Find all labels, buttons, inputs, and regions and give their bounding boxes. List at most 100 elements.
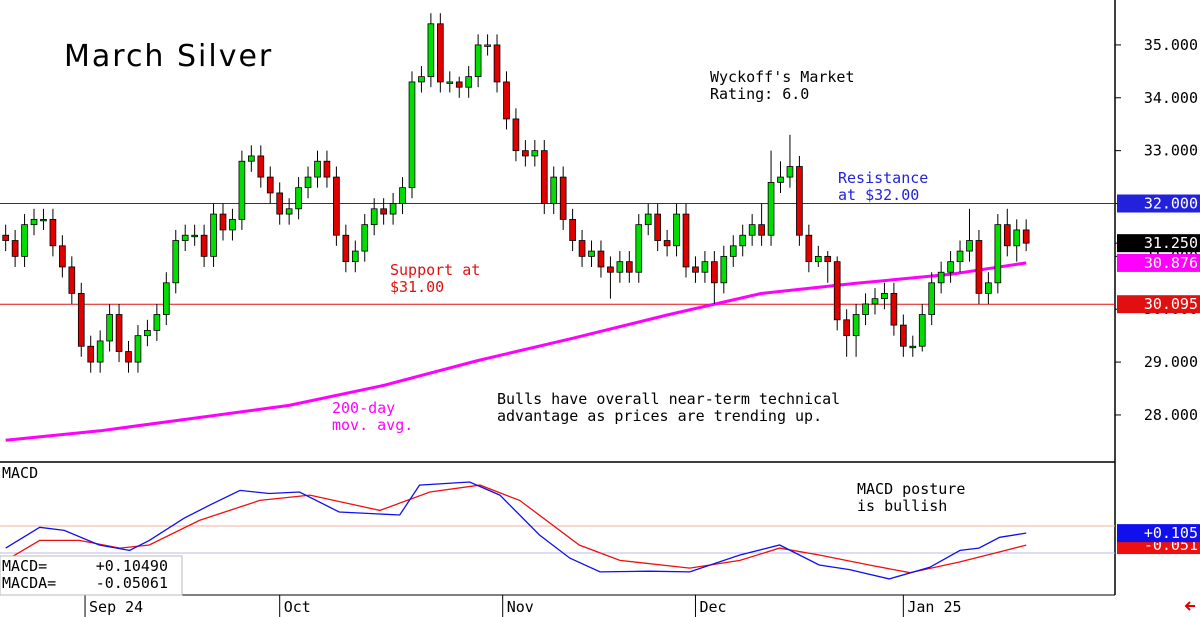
candle-body bbox=[956, 250, 964, 263]
candle-body bbox=[739, 234, 747, 247]
candle-body bbox=[465, 76, 473, 88]
candle-body bbox=[314, 160, 321, 178]
candle-body bbox=[607, 266, 614, 273]
candle-body bbox=[446, 81, 454, 84]
candle-body bbox=[522, 150, 529, 157]
candle-body bbox=[106, 314, 113, 342]
candle-body bbox=[229, 218, 236, 231]
candle-body bbox=[266, 176, 274, 194]
candle-body bbox=[389, 203, 397, 215]
macd-title: MACD bbox=[2, 464, 38, 482]
annotation-line: Rating: 6.0 bbox=[710, 85, 809, 103]
candle-body bbox=[862, 303, 869, 315]
level-label: 30.095 bbox=[1144, 295, 1198, 313]
candle-body bbox=[673, 213, 680, 247]
candle-body bbox=[692, 266, 699, 273]
level-label: 32.000 bbox=[1144, 195, 1198, 213]
candle-body bbox=[994, 224, 1002, 284]
annotation-line: is bullish bbox=[857, 497, 947, 515]
candle-body bbox=[569, 218, 576, 241]
candle-body bbox=[900, 324, 907, 347]
candle-body bbox=[68, 266, 76, 294]
candle-body bbox=[918, 314, 926, 347]
legend-box bbox=[0, 555, 183, 596]
candle-body bbox=[40, 218, 47, 222]
candle-body bbox=[729, 245, 737, 257]
candle-body bbox=[503, 81, 510, 120]
annotation-line: Resistance bbox=[838, 169, 928, 187]
candle-body bbox=[77, 292, 85, 347]
macd-box bbox=[1117, 524, 1200, 543]
candle-body bbox=[493, 44, 501, 83]
candle-body bbox=[11, 240, 19, 257]
y-tick-label: 35.000 bbox=[1144, 36, 1198, 54]
candle-body bbox=[550, 176, 558, 204]
candle-body bbox=[115, 314, 123, 352]
candle-body bbox=[437, 23, 444, 83]
x-tick-label: Oct bbox=[284, 598, 311, 616]
y-tick-label: 33.000 bbox=[1144, 142, 1198, 160]
candle-body bbox=[219, 213, 227, 231]
candle-body bbox=[711, 261, 718, 284]
candle-body bbox=[824, 255, 832, 263]
candle-body bbox=[843, 319, 850, 337]
candle-body bbox=[87, 345, 95, 363]
annotation: Resistance at $32.00 bbox=[838, 169, 928, 204]
candle-body bbox=[134, 335, 142, 363]
candle-body bbox=[871, 298, 879, 305]
candle-body bbox=[1013, 229, 1021, 247]
last-close-label: 31.250 bbox=[1144, 234, 1198, 252]
candle-body bbox=[455, 81, 463, 88]
candle-body bbox=[323, 160, 331, 178]
candle-body bbox=[975, 240, 983, 294]
annotation-line: MACD posture bbox=[857, 480, 965, 498]
candle-body bbox=[616, 261, 624, 273]
candle-body bbox=[361, 224, 369, 252]
y-tick-label: 29.000 bbox=[1144, 353, 1198, 371]
candle-body bbox=[342, 234, 350, 263]
level-box bbox=[1117, 295, 1200, 314]
candle-body bbox=[947, 261, 954, 273]
candle-body bbox=[257, 155, 265, 178]
candle-body bbox=[833, 261, 841, 321]
candle-body bbox=[248, 155, 255, 162]
candle-body bbox=[418, 76, 425, 83]
annotation: MACD posture is bullish bbox=[857, 480, 965, 515]
annotation: Support at $31.00 bbox=[390, 261, 480, 296]
annotation-line: advantage as prices are trending up. bbox=[497, 407, 822, 425]
candle-body bbox=[125, 351, 132, 363]
candle-body bbox=[767, 181, 775, 236]
candle-body bbox=[625, 261, 633, 273]
legend-name: MACD= bbox=[2, 557, 47, 575]
macd-line bbox=[5, 481, 1027, 580]
candle-body bbox=[200, 234, 208, 257]
candle-body bbox=[153, 314, 161, 331]
candle-body bbox=[559, 176, 567, 220]
candle-body bbox=[937, 271, 945, 284]
candle-body bbox=[512, 118, 520, 152]
annotation-line: $31.00 bbox=[390, 278, 444, 296]
candle-body bbox=[1022, 229, 1030, 244]
candle-body bbox=[474, 44, 482, 78]
annotation-line: at $32.00 bbox=[838, 186, 919, 204]
candle-body bbox=[748, 224, 756, 236]
candle-body bbox=[181, 234, 189, 241]
candle-body bbox=[399, 187, 406, 204]
candle-body bbox=[276, 192, 284, 215]
ma-box bbox=[1117, 253, 1200, 272]
legend-value: -0.05061 bbox=[96, 574, 168, 592]
candle-body bbox=[985, 282, 992, 294]
candle-body bbox=[191, 234, 198, 238]
candle-body bbox=[484, 44, 491, 47]
candle-body bbox=[285, 208, 293, 215]
candle-body bbox=[758, 224, 765, 236]
candle-body bbox=[59, 245, 66, 268]
candle-body bbox=[796, 166, 803, 236]
y-tick-label: 34.000 bbox=[1144, 89, 1198, 107]
candle-body bbox=[654, 213, 661, 241]
annotation: Bulls have overall near-term technical ad… bbox=[497, 390, 840, 425]
scroll-arrow[interactable] bbox=[1184, 601, 1195, 611]
annotation: 200-day mov. avg. bbox=[332, 399, 413, 434]
